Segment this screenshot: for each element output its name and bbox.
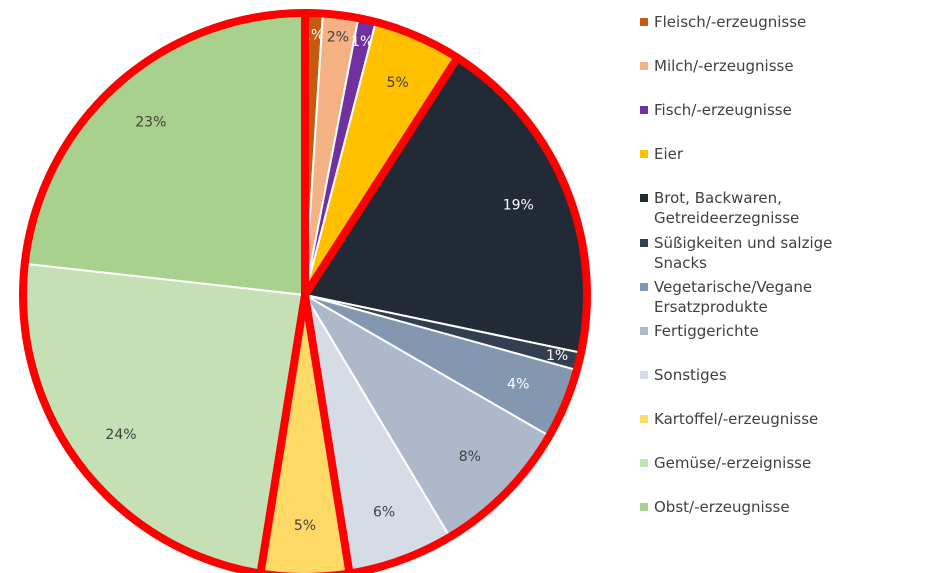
- legend-label: Süßigkeiten und salzige Snacks: [654, 233, 833, 272]
- legend-swatch: [640, 194, 648, 203]
- data-label: 23%: [135, 115, 166, 131]
- legend-item: Brot, Backwaren, Getreideerzegnisse: [640, 188, 889, 228]
- legend-label: Brot, Backwaren, Getreideerzegnisse: [654, 189, 800, 228]
- legend-item: Milch/-erzeugnisse: [640, 56, 794, 76]
- legend-swatch: [640, 18, 648, 26]
- group-separator: [301, 294, 354, 573]
- chart: 1% 2% 1%5%19%1%4%8%6%5%24%23%: [19, 9, 591, 573]
- legend-label: Kartoffel/-erzeugnisse: [654, 409, 819, 428]
- data-label: 1%: [546, 348, 568, 364]
- data-label: 4%: [507, 376, 529, 392]
- legend-swatch: [640, 282, 648, 291]
- legend-label: Fleisch/-erzeugnisse: [654, 13, 807, 31]
- data-label: 1%: [351, 34, 373, 50]
- legend-item: Vegetarische/Vegane Ersatzprodukte: [640, 277, 889, 317]
- legend-label: Fertiggerichte: [654, 321, 759, 340]
- legend-swatch: [640, 459, 648, 467]
- legend-item: Süßigkeiten und salzige Snacks: [640, 233, 889, 273]
- legend-item: Fertiggerichte: [640, 321, 759, 341]
- legend-swatch: [640, 370, 648, 379]
- group-separator: [256, 294, 309, 573]
- legend-label: Fisch/-erzeugnisse: [654, 101, 792, 120]
- legend-label: Milch/-erzeugnisse: [654, 57, 794, 76]
- pie-slice: [22, 262, 307, 573]
- legend-item: Fleisch/-erzeugnisse: [640, 12, 806, 32]
- legend-label: Vegetarische/Vegane Ersatzprodukte: [654, 277, 813, 316]
- legend-item: Gemüse/-erzeignisse: [640, 453, 811, 473]
- legend-swatch: [640, 150, 648, 159]
- legend-item: Obst/-erzeugnisse: [640, 497, 790, 517]
- data-label: 19%: [503, 198, 534, 214]
- data-label: 24%: [105, 427, 136, 443]
- legend-swatch: [640, 62, 648, 71]
- legend-item: Sonstiges: [640, 365, 727, 385]
- legend-item: Kartoffel/-erzeugnisse: [640, 409, 818, 429]
- legend-swatch: [640, 414, 648, 423]
- legend-swatch: [640, 106, 648, 115]
- group-separator: [301, 55, 461, 298]
- legend-label: Eier: [654, 145, 684, 164]
- group-outline: [19, 9, 591, 573]
- pie-slice: [259, 294, 351, 573]
- legend-item: Eier: [640, 144, 683, 164]
- pie-slice: [23, 11, 306, 297]
- legend-item: Fisch/-erzeugnisse: [640, 100, 792, 120]
- legend-label: Sonstiges: [654, 365, 727, 384]
- data-label: 5%: [294, 518, 316, 534]
- data-label: 8%: [459, 449, 481, 465]
- legend-swatch: [640, 238, 648, 247]
- legend-swatch: [640, 503, 648, 512]
- data-label: 5%: [387, 75, 409, 91]
- data-label: 2%: [327, 30, 349, 46]
- legend-label: Obst/-erzeugnisse: [654, 498, 790, 517]
- data-label: 6%: [373, 504, 395, 520]
- legend: Fleisch/-erzeugnisse Milch/-erzeugnisse Fi…: [640, 0, 930, 573]
- legend-label: Gemüse/-erzeignisse: [654, 454, 812, 472]
- legend-swatch: [640, 326, 648, 335]
